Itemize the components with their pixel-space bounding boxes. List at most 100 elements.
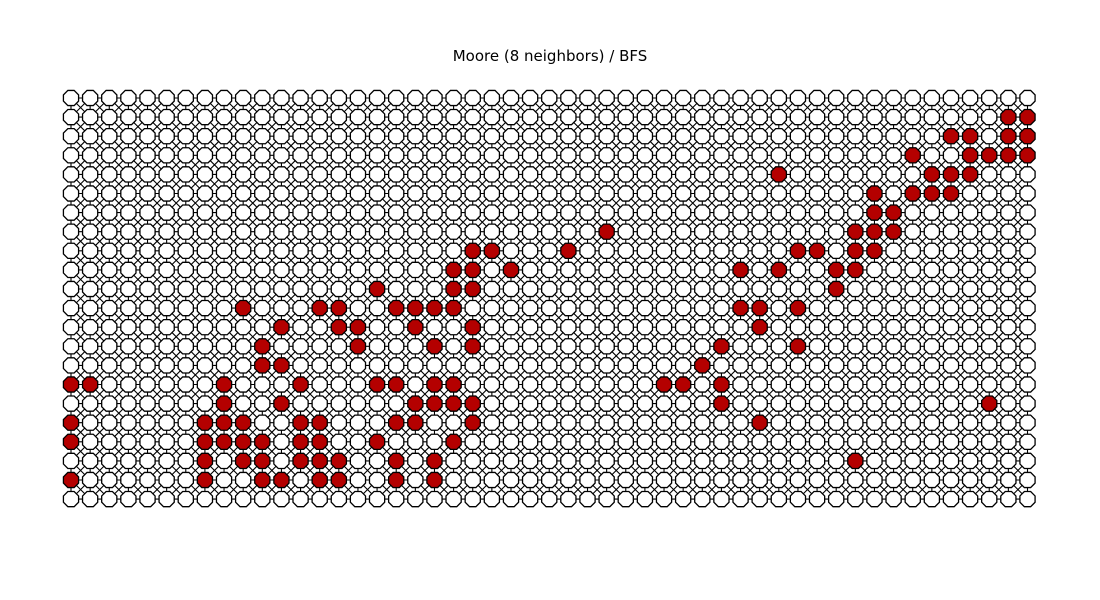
- grid-node: [368, 261, 386, 279]
- grid-node: [713, 147, 730, 164]
- grid-node: [636, 185, 654, 202]
- grid-node: [311, 147, 328, 164]
- grid-node: [904, 318, 921, 336]
- grid-node: [808, 299, 826, 317]
- grid-node: [655, 166, 673, 183]
- visited-node: [827, 280, 845, 298]
- grid-node: [674, 318, 692, 336]
- grid-node: [636, 261, 654, 279]
- grid-node: [521, 108, 539, 126]
- grid-node: [770, 242, 788, 260]
- grid-node: [234, 280, 252, 298]
- grid-node: [521, 280, 539, 298]
- grid-node: [847, 166, 864, 183]
- grid-node: [273, 280, 290, 298]
- grid-node: [981, 185, 998, 202]
- grid-node: [617, 223, 634, 240]
- grid-node: [827, 108, 845, 126]
- grid-node: [196, 166, 214, 183]
- grid-node: [579, 318, 596, 336]
- grid-node: [158, 338, 175, 355]
- grid-node: [196, 280, 214, 298]
- grid-node: [62, 127, 80, 145]
- grid-node: [1019, 299, 1036, 317]
- grid-node: [101, 318, 118, 336]
- grid-node: [598, 338, 615, 355]
- grid-node: [502, 280, 520, 298]
- grid-node: [636, 338, 654, 355]
- grid-node: [961, 185, 979, 202]
- grid-node: [254, 108, 271, 126]
- grid-node: [655, 318, 673, 336]
- grid-node: [426, 242, 443, 260]
- grid-node: [234, 147, 252, 164]
- grid-node: [62, 280, 80, 298]
- grid-node: [464, 223, 481, 240]
- visited-node: [942, 166, 960, 183]
- grid-node: [694, 108, 711, 126]
- grid-node: [292, 338, 309, 355]
- grid-node: [981, 242, 998, 260]
- visited-node: [368, 280, 386, 298]
- visited-node: [904, 147, 921, 164]
- grid-node: [120, 127, 137, 145]
- grid-node: [732, 338, 749, 355]
- grid-node: [751, 242, 768, 260]
- grid-node: [923, 89, 941, 107]
- grid-node: [808, 318, 826, 336]
- grid-node: [904, 280, 921, 298]
- grid-node: [407, 223, 424, 240]
- grid-node: [196, 185, 214, 202]
- grid-node: [464, 108, 481, 126]
- grid-node: [120, 108, 137, 126]
- grid-node: [349, 108, 367, 126]
- grid-node: [827, 204, 845, 221]
- visited-node: [847, 261, 864, 279]
- grid-node: [426, 185, 443, 202]
- grid-node: [981, 108, 998, 126]
- grid-node: [560, 204, 577, 221]
- grid-node: [387, 204, 405, 221]
- grid-node: [62, 261, 80, 279]
- grid-node: [407, 147, 424, 164]
- visited-node: [445, 299, 462, 317]
- grid-node: [407, 89, 424, 107]
- grid-node: [885, 127, 902, 145]
- grid-node: [827, 185, 845, 202]
- grid-node: [368, 223, 386, 240]
- grid-node: [483, 223, 501, 240]
- grid-node: [521, 299, 539, 317]
- grid-node: [560, 147, 577, 164]
- grid-node: [445, 204, 462, 221]
- visited-node: [1019, 127, 1036, 145]
- grid-node: [521, 89, 539, 107]
- grid-node: [617, 280, 634, 298]
- grid-node: [273, 242, 290, 260]
- grid-node: [1019, 338, 1036, 355]
- grid-node: [808, 108, 826, 126]
- visited-node: [923, 185, 941, 202]
- grid-node: [483, 204, 501, 221]
- grid-node: [101, 89, 118, 107]
- grid-node: [827, 89, 845, 107]
- grid-node: [885, 147, 902, 164]
- grid-node: [541, 147, 558, 164]
- grid-node: [483, 108, 501, 126]
- grid-node: [483, 147, 501, 164]
- grid-node: [215, 108, 233, 126]
- grid-node: [139, 204, 156, 221]
- grid-node: [904, 261, 921, 279]
- grid-node: [789, 223, 807, 240]
- grid-node: [560, 127, 577, 145]
- grid-node: [101, 166, 118, 183]
- grid-node: [502, 127, 520, 145]
- grid-node: [311, 223, 328, 240]
- grid-node: [694, 280, 711, 298]
- grid-node: [196, 357, 214, 374]
- grid-node: [636, 147, 654, 164]
- grid-node: [674, 223, 692, 240]
- grid-node: [674, 204, 692, 221]
- grid-node: [885, 261, 902, 279]
- grid-node: [560, 280, 577, 298]
- grid-node: [445, 147, 462, 164]
